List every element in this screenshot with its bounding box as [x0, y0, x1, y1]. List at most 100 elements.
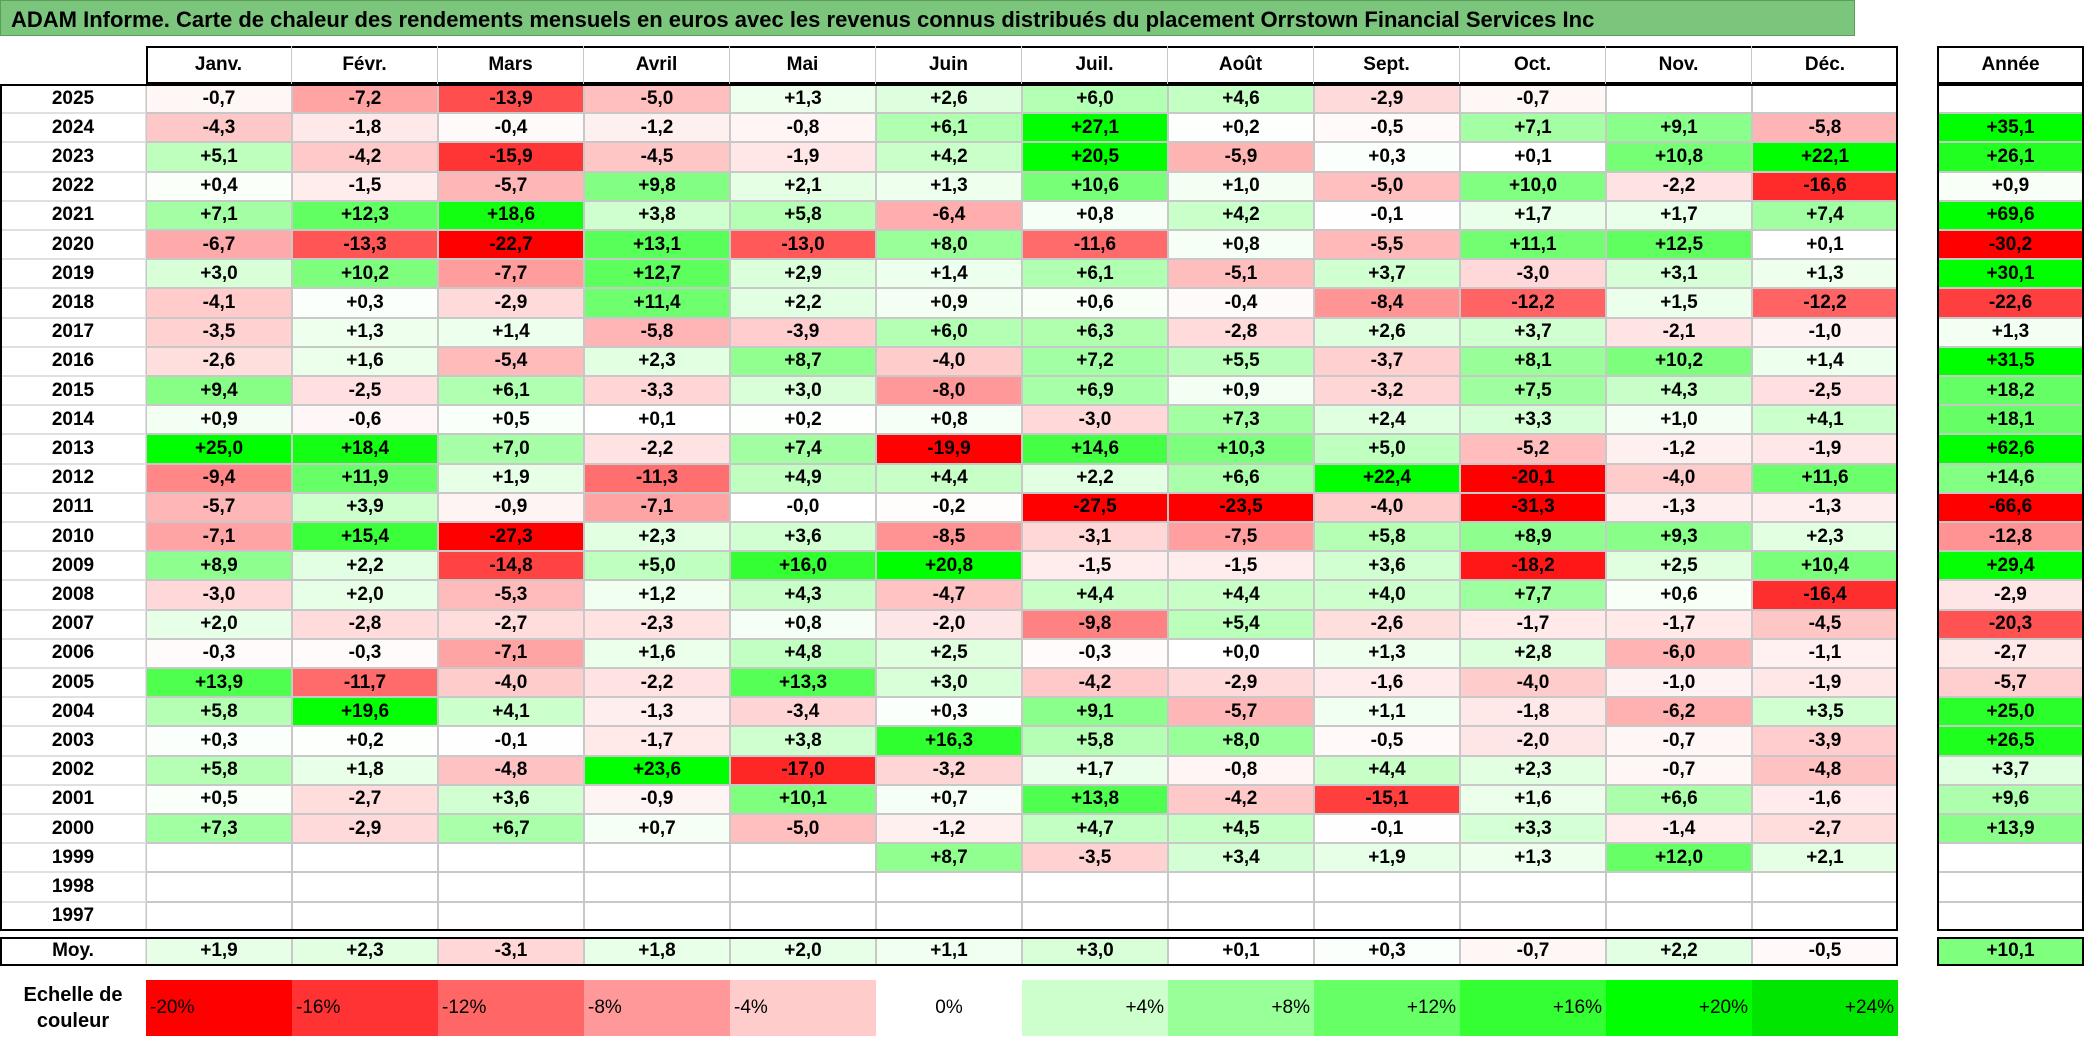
color-scale-stop: +16%: [1460, 980, 1606, 1036]
month-return-cell: -2,0: [1460, 726, 1606, 756]
month-return-cell: [292, 843, 438, 873]
month-return-cell: -0,0: [730, 492, 876, 522]
month-return-cell: -2,7: [438, 609, 584, 639]
month-return-cell: +12,3: [292, 200, 438, 230]
average-return-cell: -3,1: [438, 936, 584, 966]
month-return-cell: -4,5: [1752, 609, 1898, 639]
month-return-cell: -0,5: [1314, 726, 1460, 756]
title-bar: ADAM Informe. Carte de chaleur des rende…: [0, 0, 1855, 36]
month-return-cell: -4,5: [584, 142, 730, 172]
month-return-cell: +8,9: [1460, 522, 1606, 552]
month-return-cell: -1,7: [1606, 609, 1752, 639]
month-return-cell: -15,1: [1314, 784, 1460, 814]
annual-return-cell: -22,6: [1937, 288, 2084, 318]
month-return-cell: +7,0: [438, 434, 584, 464]
month-return-cell: -2,5: [1752, 376, 1898, 406]
average-return-cell: +0,1: [1168, 936, 1314, 966]
month-return-cell: +7,3: [146, 814, 292, 844]
month-return-cell: +2,5: [876, 638, 1022, 668]
average-return-cell: +1,8: [584, 936, 730, 966]
annual-return-cell: -20,3: [1937, 609, 2084, 639]
month-return-cell: +18,4: [292, 434, 438, 464]
month-return-cell: -1,6: [1314, 668, 1460, 698]
month-return-cell: [1460, 901, 1606, 931]
month-return-cell: +0,9: [876, 288, 1022, 318]
annual-return-cell: -5,7: [1937, 668, 2084, 698]
month-return-cell: -3,9: [1752, 726, 1898, 756]
annual-return-cell: +26,1: [1937, 142, 2084, 172]
annual-return-cell: +62,6: [1937, 434, 2084, 464]
month-return-cell: -3,9: [730, 317, 876, 347]
month-return-cell: -1,9: [1752, 668, 1898, 698]
color-scale-stop: 0%: [876, 980, 1022, 1036]
month-return-cell: +23,6: [584, 755, 730, 785]
month-return-cell: -1,8: [1460, 697, 1606, 727]
month-return-cell: -3,0: [146, 580, 292, 610]
month-return-cell: +6,0: [1022, 84, 1168, 114]
month-return-cell: +4,6: [1168, 84, 1314, 114]
month-return-cell: -4,0: [1606, 463, 1752, 493]
month-return-cell: -5,2: [1460, 434, 1606, 464]
month-return-cell: -15,9: [438, 142, 584, 172]
month-return-cell: +6,0: [876, 317, 1022, 347]
year-label: 2014: [0, 405, 146, 435]
month-return-cell: -4,0: [438, 668, 584, 698]
annual-return-cell: [1937, 901, 2084, 931]
year-label: 2025: [0, 84, 146, 114]
month-return-cell: -5,7: [438, 171, 584, 201]
month-return-cell: +0,4: [146, 171, 292, 201]
year-label: 2004: [0, 697, 146, 727]
year-label: 2024: [0, 113, 146, 143]
month-return-cell: +1,1: [1314, 697, 1460, 727]
month-return-cell: -0,3: [292, 638, 438, 668]
month-return-cell: -8,5: [876, 522, 1022, 552]
annual-return-cell: -66,6: [1937, 492, 2084, 522]
month-return-cell: -2,7: [292, 784, 438, 814]
month-return-cell: +1,3: [1460, 843, 1606, 873]
month-return-cell: -20,1: [1460, 463, 1606, 493]
month-return-cell: -9,8: [1022, 609, 1168, 639]
month-return-cell: +10,2: [1606, 346, 1752, 376]
month-return-cell: [584, 901, 730, 931]
month-return-cell: +2,2: [730, 288, 876, 318]
month-return-cell: -2,2: [1606, 171, 1752, 201]
month-return-cell: -13,3: [292, 230, 438, 260]
month-return-cell: +1,3: [1752, 259, 1898, 289]
month-return-cell: -2,6: [146, 346, 292, 376]
month-return-cell: +6,9: [1022, 376, 1168, 406]
color-scale-stop: -12%: [438, 980, 584, 1036]
month-return-cell: [1752, 84, 1898, 114]
month-return-cell: +10,2: [292, 259, 438, 289]
month-return-cell: -0,3: [146, 638, 292, 668]
month-return-cell: +10,6: [1022, 171, 1168, 201]
month-return-cell: -2,8: [292, 609, 438, 639]
month-return-cell: -1,2: [584, 113, 730, 143]
year-label: 1999: [0, 843, 146, 873]
month-return-cell: +1,9: [1314, 843, 1460, 873]
month-return-cell: +1,3: [876, 171, 1022, 201]
month-return-cell: +2,5: [1606, 551, 1752, 581]
month-return-cell: +2,3: [584, 522, 730, 552]
month-return-cell: +3,4: [1168, 843, 1314, 873]
month-return-cell: +12,7: [584, 259, 730, 289]
month-return-cell: +16,3: [876, 726, 1022, 756]
month-return-cell: +1,6: [1460, 784, 1606, 814]
year-label: 2023: [0, 142, 146, 172]
month-return-cell: +11,9: [292, 463, 438, 493]
month-return-cell: -3,5: [1022, 843, 1168, 873]
month-return-cell: -5,0: [1314, 171, 1460, 201]
month-return-cell: +7,4: [730, 434, 876, 464]
month-return-cell: +4,1: [438, 697, 584, 727]
month-return-cell: -4,0: [876, 346, 1022, 376]
month-return-cell: +5,1: [146, 142, 292, 172]
month-return-cell: +9,3: [1606, 522, 1752, 552]
month-return-cell: +15,4: [292, 522, 438, 552]
year-label: 2020: [0, 230, 146, 260]
month-return-cell: -7,1: [146, 522, 292, 552]
month-return-cell: [584, 843, 730, 873]
month-return-cell: +3,8: [730, 726, 876, 756]
month-return-cell: +3,0: [146, 259, 292, 289]
month-return-cell: -12,2: [1752, 288, 1898, 318]
month-return-cell: -5,0: [584, 84, 730, 114]
month-return-cell: -1,1: [1752, 638, 1898, 668]
